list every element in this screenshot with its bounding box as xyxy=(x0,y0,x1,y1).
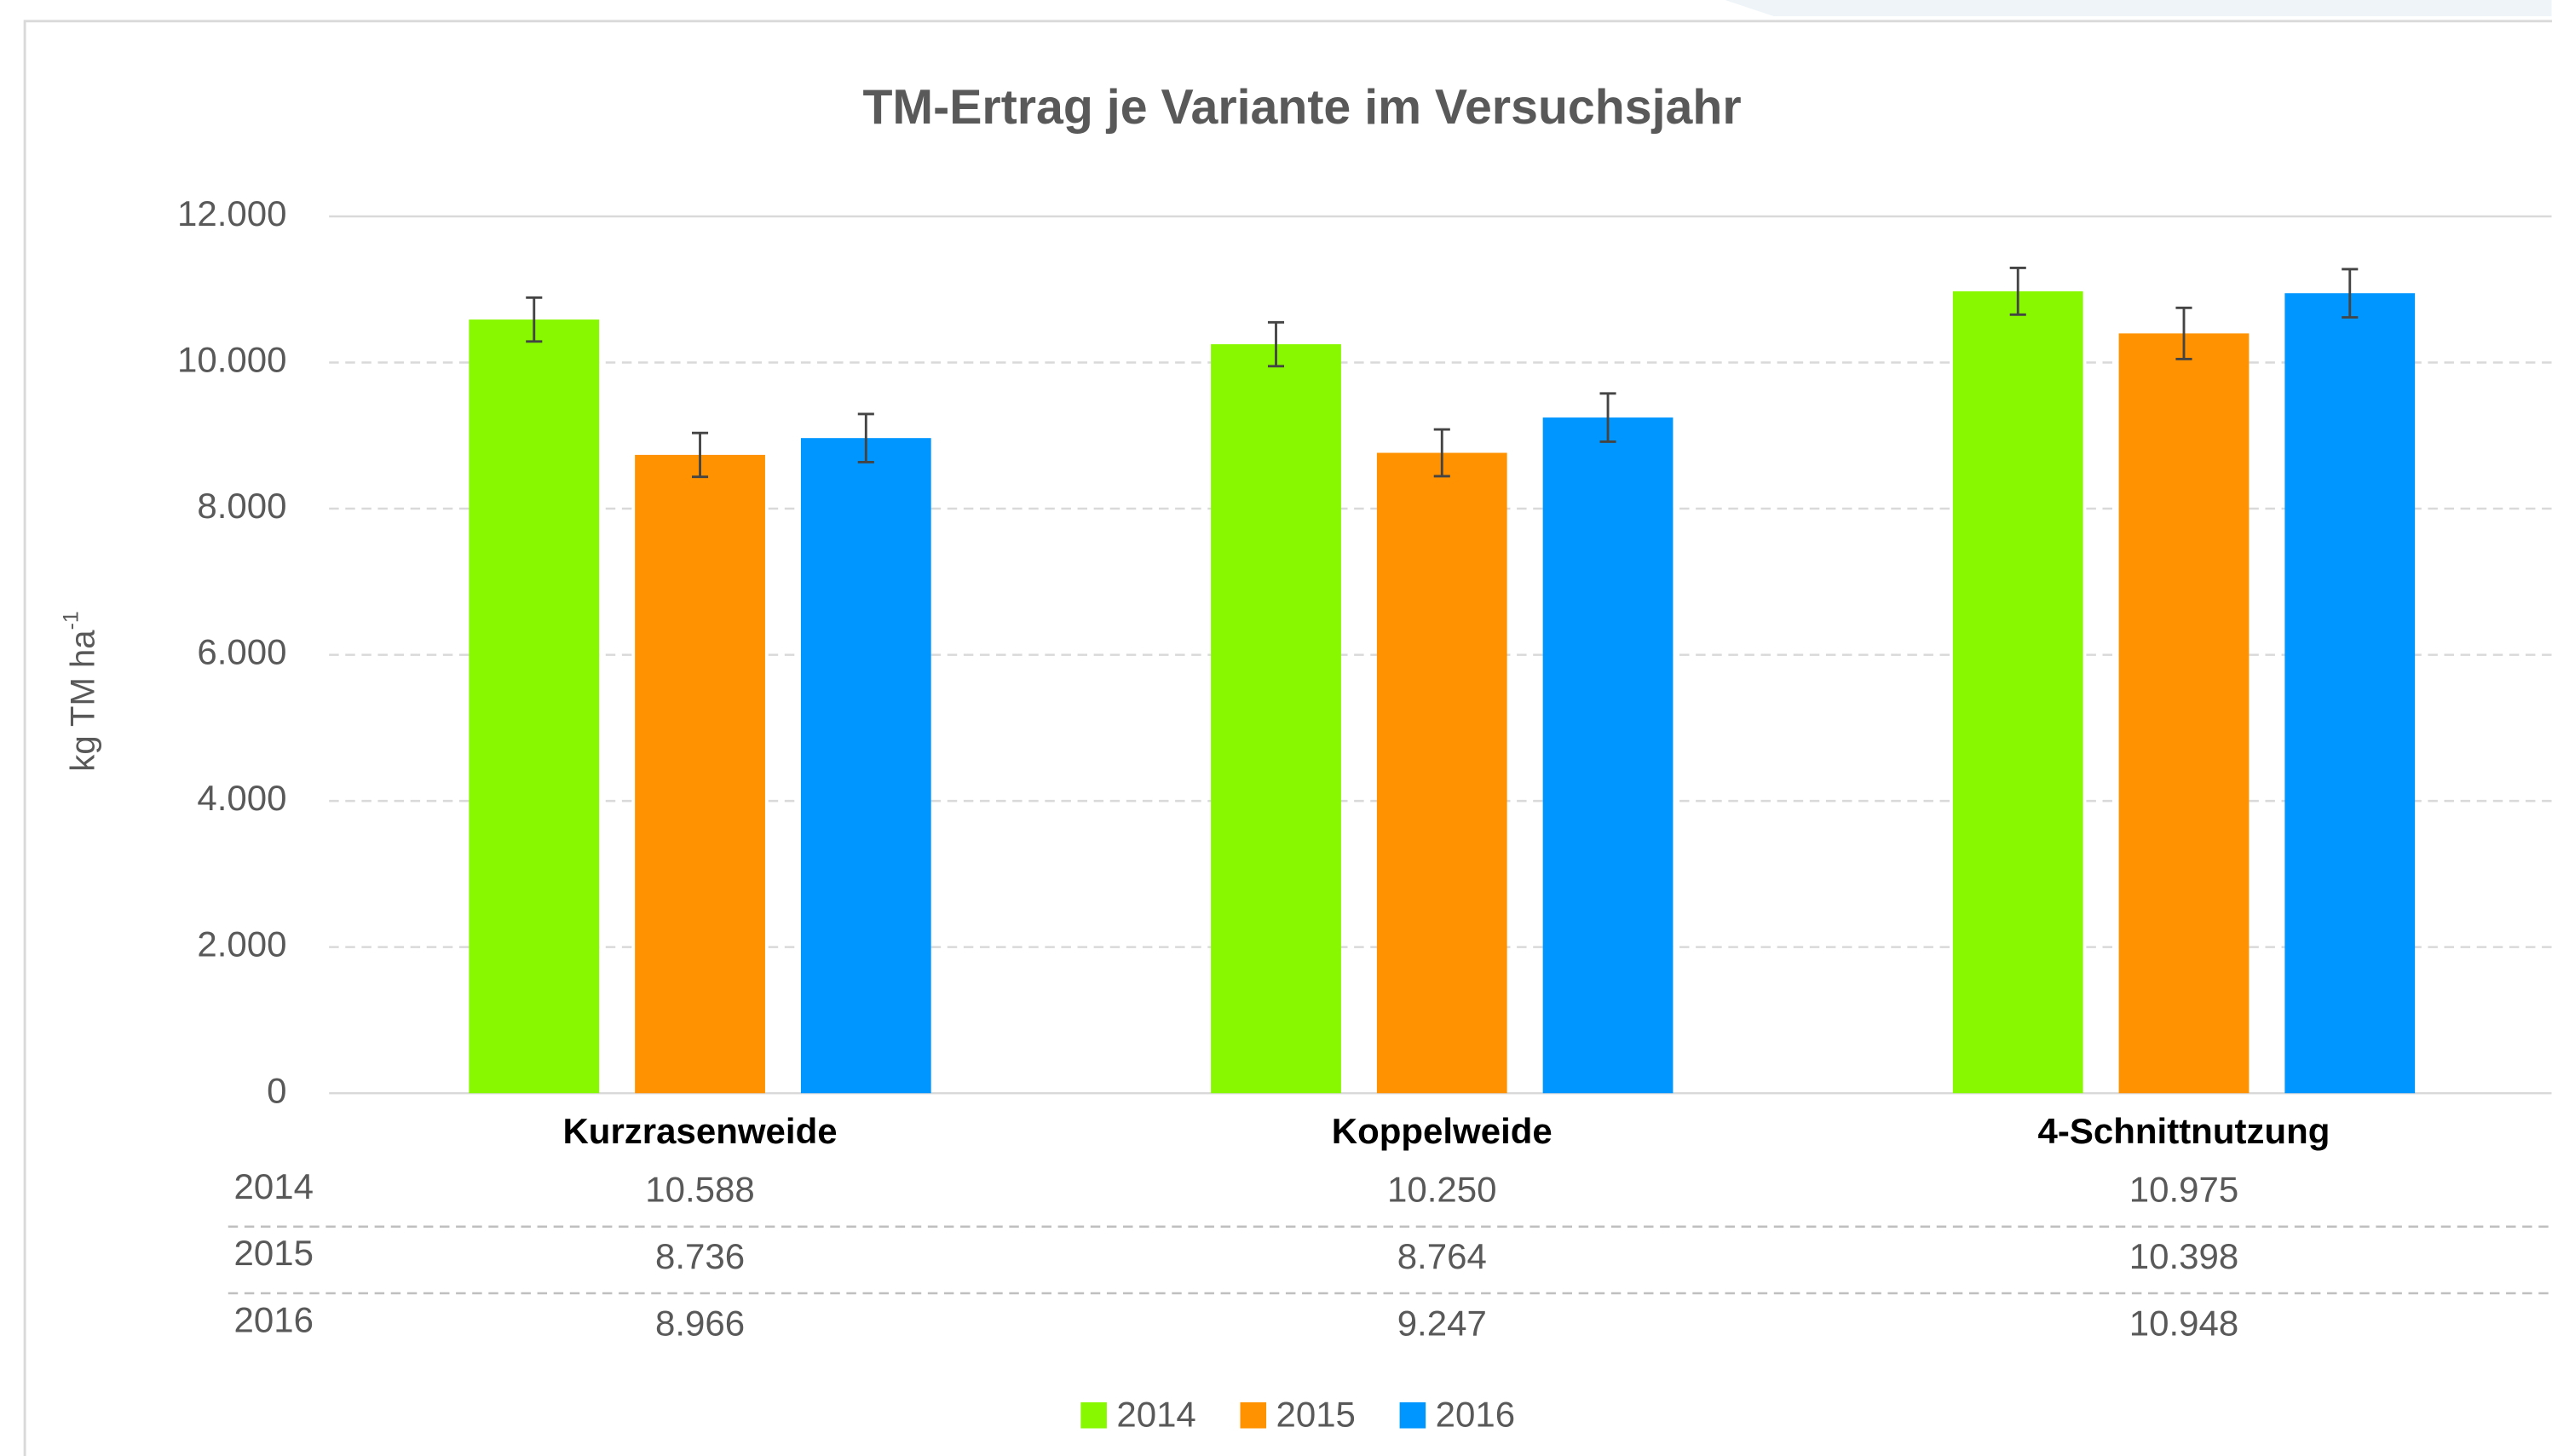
error-bar xyxy=(1599,392,1616,443)
bar xyxy=(2284,293,2416,1094)
y-tick-label: 6.000 xyxy=(197,632,286,672)
bar xyxy=(1952,291,2083,1094)
error-bar xyxy=(1433,428,1450,478)
bar xyxy=(1211,344,1341,1094)
table-value: 10.975 xyxy=(2129,1170,2238,1210)
legend-label: 2014 xyxy=(1116,1394,1195,1434)
x-tick-label: Kurzrasenweide xyxy=(562,1111,837,1151)
error-bar xyxy=(2342,268,2359,319)
table-value: 10.588 xyxy=(645,1170,754,1210)
y-tick-label: 0 xyxy=(267,1070,286,1110)
y-tick-label: 4.000 xyxy=(197,778,286,818)
table-value: 10.250 xyxy=(1387,1170,1496,1210)
table-value: 9.247 xyxy=(1397,1303,1487,1343)
y-tick-label: 2.000 xyxy=(197,924,286,964)
table-row-label: 2014 xyxy=(234,1166,314,1206)
bar xyxy=(1542,417,1673,1094)
chart-title: TM-Ertrag je Variante im Versuchsjahr xyxy=(862,80,1741,135)
error-bar xyxy=(526,296,543,343)
bar xyxy=(635,454,765,1094)
table-value: 10.948 xyxy=(2129,1303,2238,1343)
y-tick-label: 8.000 xyxy=(197,486,286,526)
legend-label: 2015 xyxy=(1276,1394,1356,1434)
y-axis-label-text: kg TM ha xyxy=(64,630,101,772)
legend-swatch xyxy=(1399,1401,1426,1429)
error-bar xyxy=(2009,266,2026,316)
y-axis-label-sup: -1 xyxy=(60,611,83,630)
error-bar xyxy=(1267,320,1285,368)
y-axis-label: kg TM ha-1 xyxy=(60,611,101,771)
x-tick-label: Koppelweide xyxy=(1332,1111,1553,1151)
legend-swatch xyxy=(1240,1401,1267,1429)
table-row-label: 2015 xyxy=(234,1233,314,1273)
legend-swatch xyxy=(1080,1401,1107,1429)
chart-frame xyxy=(23,20,2552,1456)
y-tick-label: 10.000 xyxy=(177,340,286,380)
bar xyxy=(2118,333,2250,1094)
table-value: 8.764 xyxy=(1397,1236,1487,1276)
bar xyxy=(800,438,931,1094)
legend-label: 2016 xyxy=(1436,1394,1515,1434)
error-bar xyxy=(857,412,874,463)
x-tick-label: 4-Schnittnutzung xyxy=(2038,1111,2330,1151)
y-tick-label: 12.000 xyxy=(177,193,286,233)
bar xyxy=(1376,452,1507,1094)
bar xyxy=(469,319,600,1094)
error-bar xyxy=(2175,306,2192,360)
table-value: 10.398 xyxy=(2129,1236,2238,1276)
table-row-label: 2016 xyxy=(234,1300,314,1340)
decor xyxy=(1725,0,2552,17)
table-value: 8.736 xyxy=(655,1236,745,1276)
error-bar xyxy=(691,431,709,479)
table-value: 8.966 xyxy=(655,1303,745,1343)
